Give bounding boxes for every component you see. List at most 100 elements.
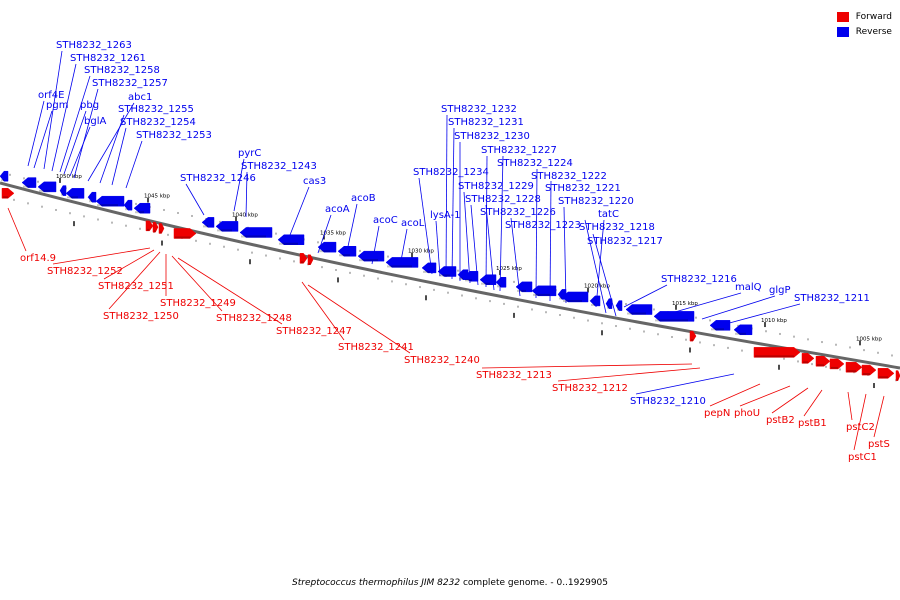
reverse-gene-arrow[interactable] [0,170,9,182]
reverse-gene-label[interactable]: STH8232_1255 [118,104,194,115]
forward-gene-label[interactable]: pstB2 [766,415,795,426]
reverse-gene-arrow[interactable] [239,227,273,238]
reverse-gene-label[interactable]: tatC [598,209,619,220]
reverse-gene-arrow[interactable] [437,266,457,277]
forward-gene-arrow[interactable] [145,220,154,232]
forward-gene-label[interactable]: STH8232_1247 [276,326,352,337]
reverse-gene-arrow[interactable] [337,245,357,257]
reverse-gene-arrow[interactable] [59,185,67,196]
reverse-gene-arrow[interactable] [589,295,601,307]
forward-gene-arrow[interactable] [861,364,877,376]
reverse-gene-label[interactable]: acoB [351,193,376,204]
reverse-gene-arrow[interactable] [463,271,479,282]
forward-gene-arrow[interactable] [152,221,159,233]
forward-gene-label[interactable]: STH8232_1250 [103,311,179,322]
reverse-gene-label[interactable]: pgm [46,100,68,111]
forward-gene-label[interactable]: STH8232_1240 [404,355,480,366]
forward-gene-arrow[interactable] [845,361,863,373]
reverse-gene-label[interactable]: acoL [401,218,425,229]
reverse-gene-arrow[interactable] [495,277,507,288]
forward-gene-label[interactable]: STH8232_1212 [552,383,628,394]
reverse-gene-arrow[interactable] [421,262,437,274]
reverse-gene-arrow[interactable] [317,241,337,253]
forward-gene-label[interactable]: pstS [868,439,890,450]
reverse-gene-label[interactable]: STH8232_1227 [481,145,557,156]
reverse-gene-arrow[interactable] [215,221,239,232]
reverse-gene-label[interactable]: STH8232_1218 [579,222,655,233]
reverse-gene-label[interactable]: abc1 [128,92,152,103]
reverse-gene-arrow[interactable] [615,300,623,311]
forward-gene-arrow[interactable] [877,368,895,379]
forward-gene-arrow[interactable] [689,330,697,342]
reverse-gene-label[interactable]: STH8232_1217 [587,236,663,247]
reverse-gene-label[interactable]: STH8232_1226 [480,207,556,218]
reverse-gene-label[interactable]: STH8232_1254 [120,117,196,128]
reverse-gene-label[interactable]: acoC [373,215,398,226]
forward-gene-label[interactable]: STH8232_1252 [47,266,123,277]
reverse-gene-label[interactable]: STH8232_1223 [505,220,581,231]
reverse-gene-label[interactable]: STH8232_1243 [241,161,317,172]
forward-gene-arrow[interactable] [307,254,314,266]
forward-gene-label[interactable]: STH8232_1213 [476,370,552,381]
forward-gene-label[interactable]: orf14.9 [20,253,56,264]
forward-gene-arrow[interactable] [173,228,197,239]
reverse-gene-label[interactable]: pbg [80,100,99,111]
reverse-gene-label[interactable]: STH8232_1232 [441,104,517,115]
reverse-gene-label[interactable]: cas3 [303,176,326,187]
reverse-gene-label[interactable]: STH8232_1253 [136,130,212,141]
reverse-gene-arrow[interactable] [653,311,695,322]
reverse-gene-arrow[interactable] [65,188,85,199]
forward-gene-label[interactable]: pstC2 [846,422,875,433]
reverse-gene-label[interactable]: STH8232_1263 [56,40,132,51]
forward-gene-arrow[interactable] [158,223,165,234]
reverse-gene-label[interactable]: STH8232_1261 [70,53,146,64]
reverse-gene-arrow[interactable] [385,257,419,268]
reverse-gene-arrow[interactable] [133,202,151,214]
reverse-gene-arrow[interactable] [515,281,533,293]
forward-gene-label[interactable]: STH8232_1249 [160,298,236,309]
reverse-gene-arrow[interactable] [605,298,613,309]
forward-gene-arrow[interactable] [815,355,831,367]
forward-gene-label[interactable]: STH8232_1248 [216,313,292,324]
reverse-gene-label[interactable]: orf4E [38,90,64,101]
reverse-gene-label[interactable]: bglA [84,116,106,127]
reverse-gene-label[interactable]: STH8232_1231 [448,117,524,128]
reverse-gene-label[interactable]: glgP [769,285,791,296]
reverse-gene-label[interactable]: STH8232_1230 [454,131,530,142]
reverse-gene-arrow[interactable] [709,320,731,331]
reverse-gene-arrow[interactable] [625,304,653,315]
reverse-gene-arrow[interactable] [201,217,215,228]
forward-gene-label[interactable]: pstB1 [798,418,827,429]
reverse-gene-arrow[interactable] [95,195,125,207]
reverse-gene-label[interactable]: STH8232_1258 [84,65,160,76]
reverse-gene-arrow[interactable] [123,199,133,211]
reverse-gene-arrow[interactable] [531,285,557,297]
reverse-gene-label[interactable]: STH8232_1210 [630,396,706,407]
forward-gene-label[interactable]: pepN [704,408,730,419]
reverse-gene-label[interactable]: pyrC [238,148,261,159]
reverse-gene-label[interactable]: STH8232_1246 [180,173,256,184]
reverse-gene-label[interactable]: STH8232_1257 [92,78,168,89]
forward-gene-arrow[interactable] [895,370,900,381]
reverse-gene-label[interactable]: acoA [325,204,350,215]
reverse-gene-label[interactable]: lysA-1 [430,210,461,221]
reverse-gene-arrow[interactable] [479,274,497,285]
reverse-gene-arrow[interactable] [21,177,37,188]
reverse-gene-arrow[interactable] [87,191,97,203]
forward-gene-arrow[interactable] [299,253,308,264]
forward-gene-arrow[interactable] [753,347,801,358]
forward-gene-label[interactable]: STH8232_1251 [98,281,174,292]
forward-gene-arrow[interactable] [829,358,845,370]
reverse-gene-arrow[interactable] [277,234,305,245]
reverse-gene-arrow[interactable] [37,181,57,193]
reverse-gene-label[interactable]: STH8232_1228 [465,194,541,205]
reverse-gene-label[interactable]: malQ [735,282,762,293]
reverse-gene-label[interactable]: STH8232_1224 [497,158,573,169]
forward-gene-label[interactable]: phoU [734,408,760,419]
reverse-gene-arrow[interactable] [561,291,589,303]
forward-gene-label[interactable]: pstC1 [848,452,877,463]
forward-gene-arrow[interactable] [1,188,15,199]
reverse-gene-label[interactable]: STH8232_1222 [531,171,607,182]
forward-gene-label[interactable]: STH8232_1241 [338,342,414,353]
reverse-gene-label[interactable]: STH8232_1229 [458,181,534,192]
